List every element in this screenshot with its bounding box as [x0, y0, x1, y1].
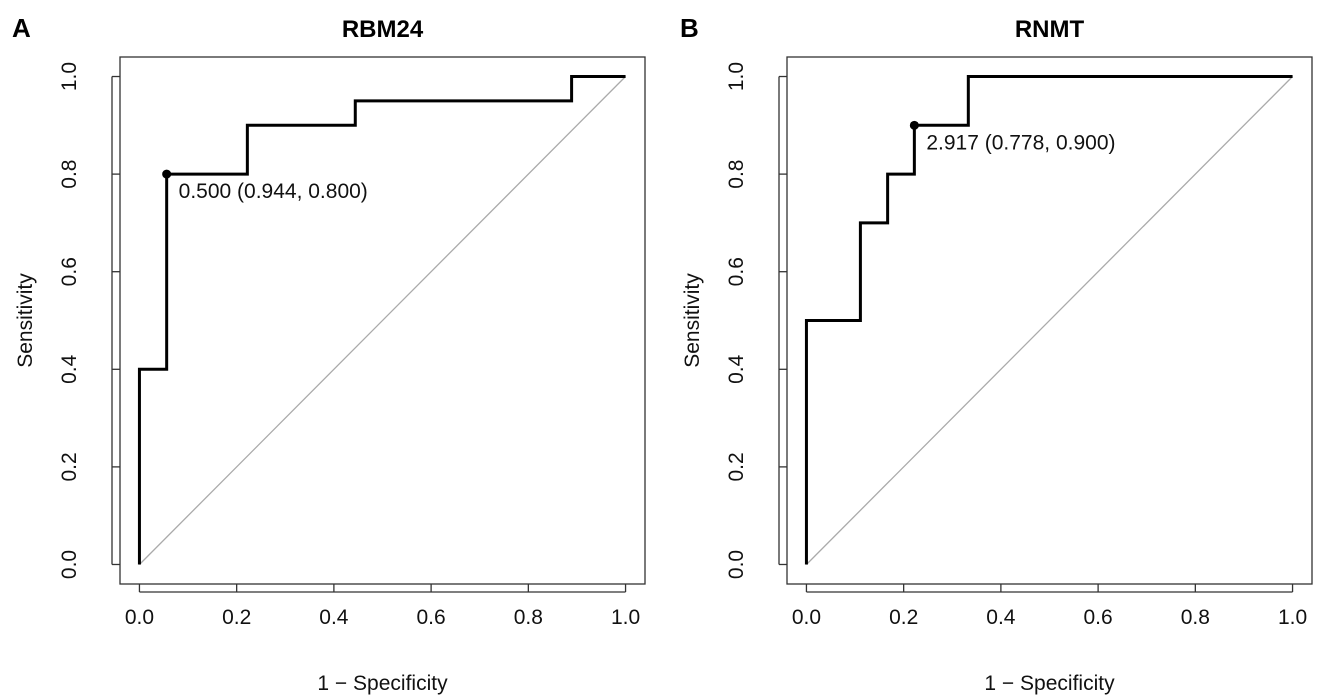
reference-diagonal-line [805, 76, 1294, 565]
y-tick-label: 0.6 [58, 257, 81, 286]
panel-label: B [680, 13, 699, 43]
roc-panel-a: A RBM24 0.0 0.2 0.4 0.6 0.8 1.0 0.0 0.2 0.4 0.6 0.8 1… [12, 13, 646, 695]
cutoff-annotation: 2.917 (0.778, 0.900) [926, 131, 1115, 154]
cutoff-annotation: 0.500 (0.944, 0.800) [179, 180, 368, 203]
y-tick-label: 0.6 [725, 257, 748, 286]
x-tick-label: 0.8 [514, 606, 543, 629]
x-tick-label: 0.4 [319, 606, 349, 629]
x-tick-label: 0.0 [125, 606, 154, 629]
chart-title: RNMT [1015, 16, 1085, 43]
roc-curve [804, 75, 1293, 565]
optimal-cutoff-point [162, 169, 172, 179]
panel-label: A [12, 13, 31, 43]
x-tick-label: 0.6 [1084, 606, 1113, 629]
chart-title: RBM24 [342, 16, 424, 43]
x-tick-label: 1.0 [1278, 606, 1307, 629]
x-tick-label: 1.0 [611, 606, 640, 629]
y-axis-label: Sensitivity [681, 273, 704, 368]
roc-panel-b: B RNMT 0.0 0.2 0.4 0.6 0.8 1.0 0.0 0.2 0.4 0.6 0.8 1.… [680, 13, 1313, 695]
y-tick-label: 1.0 [58, 62, 81, 91]
plot-frame [786, 56, 1313, 585]
y-tick-label: 0.0 [58, 550, 81, 579]
x-axis-label: 1 − Specificity [984, 672, 1115, 695]
x-tick-label: 0.0 [792, 606, 821, 629]
y-tick-label: 0.0 [725, 550, 748, 579]
y-tick-label: 0.4 [725, 354, 748, 384]
x-tick-label: 0.8 [1181, 606, 1210, 629]
y-tick-label: 0.4 [58, 354, 81, 384]
x-axis-label: 1 − Specificity [317, 672, 448, 695]
plot-frame [119, 56, 646, 585]
y-tick-label: 0.8 [725, 160, 748, 189]
x-tick-label: 0.6 [417, 606, 446, 629]
x-tick-label: 0.2 [889, 606, 918, 629]
y-tick-label: 1.0 [725, 62, 748, 91]
y-tick-label: 0.2 [725, 452, 748, 481]
roc-curve [137, 75, 626, 565]
x-tick-label: 0.2 [222, 606, 251, 629]
reference-diagonal-line [138, 76, 627, 565]
y-tick-label: 0.2 [58, 452, 81, 481]
x-tick-label: 0.4 [986, 606, 1016, 629]
optimal-cutoff-point [909, 120, 919, 130]
y-axis-label: Sensitivity [14, 273, 37, 368]
y-tick-label: 0.8 [58, 160, 81, 189]
